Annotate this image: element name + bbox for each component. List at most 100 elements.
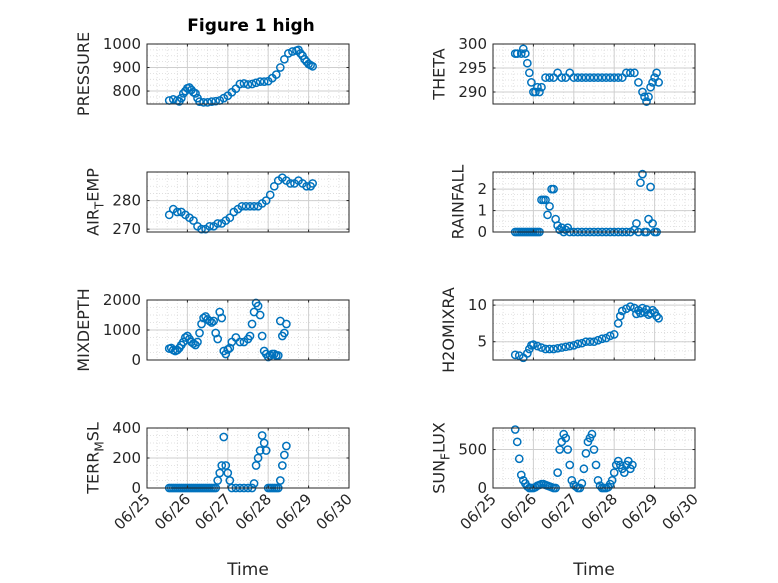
y-tick-label: 280 <box>112 192 141 210</box>
data-point <box>567 475 577 485</box>
data-point <box>280 450 289 460</box>
data-point <box>282 441 291 451</box>
data-point <box>646 182 655 192</box>
figure-title: Figure 1 high <box>187 16 315 36</box>
axes-box <box>492 427 696 489</box>
y-tick-label: 0 <box>131 351 141 369</box>
data-point <box>569 341 579 350</box>
data-point <box>193 337 202 347</box>
data-point <box>181 333 190 342</box>
data-point <box>646 82 655 92</box>
data-point <box>561 342 571 352</box>
data-point <box>569 73 579 82</box>
data-point <box>195 328 204 338</box>
data-point <box>621 68 631 78</box>
subplot-mixdepth: 0 1000 2000 MIXDEPTH <box>74 288 350 372</box>
y-tick-label: 0 <box>477 223 487 241</box>
data-point <box>282 319 291 329</box>
y-axis-label: RAINFALL <box>449 165 468 240</box>
y-tick-label: 300 <box>458 35 487 53</box>
data-point <box>223 468 233 478</box>
y-tick-label: 2 <box>477 180 487 198</box>
data-point <box>543 210 552 220</box>
data-point <box>251 461 261 470</box>
axes-box <box>492 171 696 233</box>
data-point <box>308 179 317 188</box>
data-point <box>527 78 536 87</box>
data-point <box>277 461 287 470</box>
data-point <box>308 62 317 71</box>
y-tick-label: 500 <box>458 441 487 459</box>
subplot-air-temp: 270 280 AIRTEMP <box>84 168 350 238</box>
data-point <box>553 343 562 353</box>
data-point <box>225 213 235 223</box>
axes-box <box>146 171 350 233</box>
data-point <box>597 73 607 82</box>
data-point <box>253 301 263 311</box>
y-tick-label: 290 <box>458 83 487 101</box>
data-point <box>265 190 275 200</box>
data-point <box>271 70 281 79</box>
data-point <box>593 73 603 82</box>
data-point <box>237 201 247 211</box>
data-point <box>518 44 528 54</box>
data-point <box>510 425 520 434</box>
data-point <box>549 344 558 354</box>
data-point <box>269 349 279 359</box>
axes-box <box>492 43 696 105</box>
data-point <box>280 328 289 338</box>
data-point <box>537 82 546 92</box>
data-point <box>223 345 233 354</box>
data-point <box>164 210 174 220</box>
data-point <box>577 479 587 488</box>
data-point <box>565 460 575 470</box>
data-point <box>563 445 573 454</box>
data-point <box>626 302 635 311</box>
data-point <box>247 319 257 329</box>
data-point <box>609 330 619 339</box>
data-point <box>247 79 257 89</box>
data-point <box>172 207 182 217</box>
y-tick-label: 0 <box>131 479 141 497</box>
data-point <box>512 49 522 58</box>
data-point <box>269 181 279 191</box>
data-point <box>630 68 639 78</box>
data-point <box>235 79 245 89</box>
data-point <box>253 453 263 463</box>
data-point <box>607 475 617 485</box>
y-tick-label: 270 <box>112 220 141 238</box>
data-point <box>284 49 293 58</box>
data-point <box>613 73 623 82</box>
data-point <box>581 337 591 347</box>
data-point <box>213 219 223 228</box>
data-point <box>280 54 289 64</box>
data-point <box>209 316 219 326</box>
data-point <box>255 310 265 320</box>
data-point <box>514 454 524 464</box>
data-point <box>261 196 271 205</box>
data-point <box>545 201 554 211</box>
data-point <box>648 78 657 87</box>
data-point <box>561 433 571 443</box>
data-point <box>609 73 619 82</box>
data-point <box>644 92 653 102</box>
data-point <box>205 316 214 326</box>
data-point <box>615 311 625 321</box>
y-axis-label: PRESSURE <box>74 32 93 116</box>
data-point <box>654 313 663 323</box>
y-tick-label: 2000 <box>103 291 141 309</box>
subplot-rainfall: 0 1 2 RAINFALL <box>449 165 696 241</box>
x-axis-label: Time <box>226 560 269 580</box>
data-point <box>605 73 615 82</box>
y-tick-label: 200 <box>112 449 141 467</box>
data-point <box>205 221 214 231</box>
data-point <box>597 334 607 344</box>
data-point <box>587 429 597 439</box>
y-tick-label: 0 <box>477 479 487 497</box>
y-tick-label: 400 <box>112 419 141 437</box>
data-point <box>221 461 231 470</box>
data-point <box>545 73 554 82</box>
data-point <box>296 49 305 58</box>
